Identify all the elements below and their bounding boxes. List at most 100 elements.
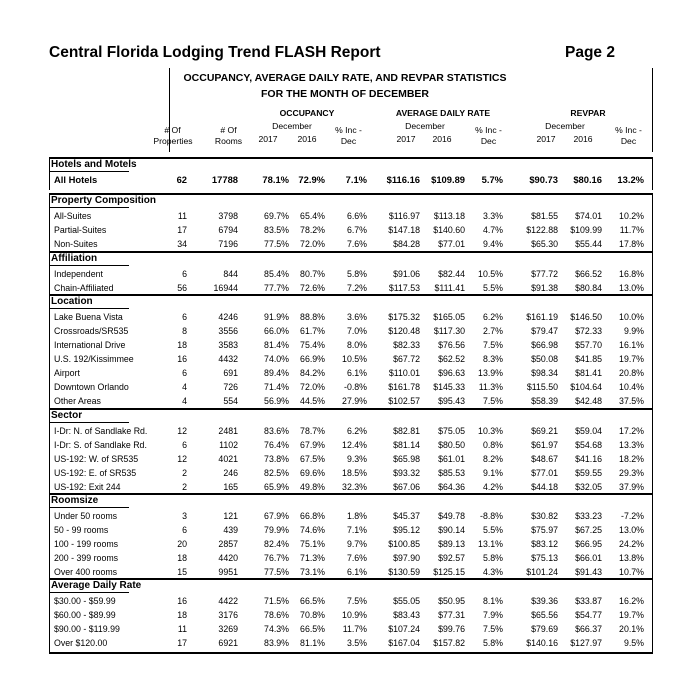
table-cell: 72.9% [298,174,325,185]
table-cell: $65.98 [393,454,420,464]
table-cell: 73.1% [300,567,325,577]
table-cell: $161.78 [388,382,420,392]
table-cell: $57.70 [575,340,602,350]
table-cell: $66.37 [575,624,602,634]
table-cell: 71.4% [264,382,289,392]
report-title: Central Florida Lodging Trend FLASH Repo… [49,44,381,61]
table-cell: 10.2% [619,211,644,221]
table-cell: $120.48 [388,326,420,336]
table-cell: 74.6% [300,525,325,535]
table-cell: 6.1% [346,368,367,378]
table-cell: 554 [223,396,238,406]
table-cell: $157.82 [433,638,465,648]
table-cell: 6794 [218,225,238,235]
table-cell: $93.32 [393,468,420,478]
table-cell: $117.53 [388,283,420,293]
revpar-pct-inc-1: % Inc - [615,125,642,135]
table-cell: $140.16 [526,638,558,648]
rule-line [49,193,653,195]
table-cell: 19.7% [619,610,644,620]
table-cell: 81.4% [264,340,289,350]
table-cell: $99.76 [438,624,465,634]
report-subtitle: OCCUPANCY, AVERAGE DAILY RATE, AND REVPA… [183,72,507,84]
table-cell: $145.33 [433,382,465,392]
row-label: Crossroads/SR535 [54,326,129,336]
rule-line [652,193,653,253]
table-cell: $77.01 [531,468,558,478]
table-cell: 73.8% [264,454,289,464]
section-title: Hotels and Motels [51,159,137,170]
table-cell: $101.24 [526,567,558,577]
table-cell: 72.0% [300,239,325,249]
adr-december: December [405,121,445,131]
table-cell: 16944 [213,283,238,293]
table-cell: $175.32 [388,312,420,322]
table-cell: 20.8% [619,368,644,378]
table-cell: 7.1% [346,525,367,535]
table-cell: 8.2% [482,454,503,464]
section-title: Sector [51,410,83,421]
rule-line [49,493,50,581]
table-cell: $117.30 [433,326,465,336]
table-cell: $77.01 [438,239,465,249]
table-cell: $125.15 [433,567,465,577]
table-cell: $30.82 [531,511,558,521]
row-label: 100 - 199 rooms [54,539,119,549]
table-cell: 24.2% [619,539,644,549]
table-cell: $97.90 [393,553,420,563]
table-cell: $62.52 [438,354,465,364]
rule-line [49,592,129,593]
table-cell: 61.7% [300,326,325,336]
table-cell: 4021 [218,454,238,464]
rule-line [49,578,653,580]
table-cell: $41.85 [575,354,602,364]
table-cell: 20.1% [619,624,644,634]
table-cell: 56.9% [264,396,289,406]
table-cell: 9.7% [346,539,367,549]
table-cell: 18.5% [342,468,367,478]
table-cell: $81.14 [393,440,420,450]
table-cell: 5.7% [481,174,503,185]
table-cell: 13.0% [619,283,644,293]
table-cell: 66.9% [300,354,325,364]
table-cell: 12 [177,426,187,436]
table-cell: 13.0% [619,525,644,535]
table-cell: 121 [223,511,238,521]
row-label: $60.00 - $89.99 [54,610,116,620]
occupancy-header: OCCUPANCY [279,108,335,118]
table-cell: 691 [223,368,238,378]
table-cell: 7.5% [346,596,367,606]
table-cell: $113.18 [433,211,465,221]
table-cell: $90.73 [529,174,558,185]
table-cell: 18 [177,553,187,563]
table-cell: 10.0% [619,312,644,322]
table-cell: $61.01 [438,454,465,464]
section-title: Property Composition [51,195,157,206]
table-cell: 1.8% [346,511,367,521]
table-cell: 3583 [218,340,238,350]
table-cell: 7.5% [482,624,503,634]
table-cell: 5.5% [482,283,503,293]
row-label: I-Dr: N. of Sandlake Rd. [54,426,148,436]
table-cell: 66.8% [300,511,325,521]
table-cell: 3.5% [346,638,367,648]
table-cell: $59.04 [575,426,602,436]
table-cell: 62 [176,174,187,185]
row-label: Non-Suites [54,239,98,249]
table-cell: 17.8% [619,239,644,249]
rule-line [49,251,50,297]
table-cell: 16.2% [619,596,644,606]
table-cell: $80.50 [438,440,465,450]
row-label: Over $120.00 [54,638,108,648]
table-cell: $64.36 [438,482,465,492]
table-cell: $82.44 [438,269,465,279]
table-cell: 13.8% [619,553,644,563]
table-cell: 6 [182,440,187,450]
rule-line [49,207,129,208]
table-cell: 17 [177,638,187,648]
table-cell: $107.24 [388,624,420,634]
table-cell: 77.5% [264,567,289,577]
table-cell: $109.89 [431,174,465,185]
table-cell: 18 [177,340,187,350]
table-cell: 82.5% [264,468,289,478]
